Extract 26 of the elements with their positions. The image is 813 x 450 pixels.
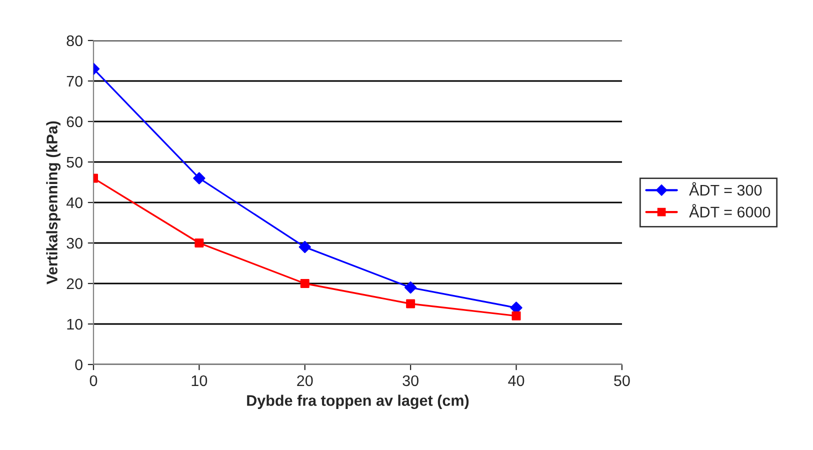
x-tick-label: 40 bbox=[508, 375, 524, 386]
x-tick-label: 0 bbox=[90, 375, 98, 386]
y-axis-title: Vertikalspenning (kPa) bbox=[46, 121, 61, 284]
legend-label: ÅDT = 300 bbox=[689, 182, 762, 196]
legend-label: ÅDT = 6000 bbox=[689, 204, 770, 218]
y-tick-label: 0 bbox=[75, 359, 82, 370]
point bbox=[406, 299, 416, 308]
x-tick-label: 50 bbox=[614, 375, 630, 386]
y-tick-label: 70 bbox=[66, 76, 82, 87]
y-tick-label: 40 bbox=[66, 197, 82, 208]
x-tick-label: 20 bbox=[297, 375, 313, 386]
point bbox=[194, 238, 204, 248]
y-tick-label: 30 bbox=[66, 238, 82, 249]
y-tick-label: 80 bbox=[66, 35, 82, 46]
y-tick-label: 50 bbox=[66, 156, 82, 168]
x-axis-title: Dybde fra toppen av laget (cm) bbox=[247, 394, 469, 410]
point bbox=[193, 172, 206, 184]
y-tick-label: 60 bbox=[66, 116, 82, 128]
x-tick-label: 30 bbox=[402, 375, 418, 386]
point bbox=[298, 240, 311, 254]
y-tick-label: 10 bbox=[67, 318, 82, 330]
y-tick-label: 20 bbox=[66, 278, 82, 290]
point bbox=[404, 281, 417, 294]
point bbox=[512, 311, 521, 320]
x-tick-label: 10 bbox=[192, 375, 208, 386]
point bbox=[300, 279, 310, 288]
